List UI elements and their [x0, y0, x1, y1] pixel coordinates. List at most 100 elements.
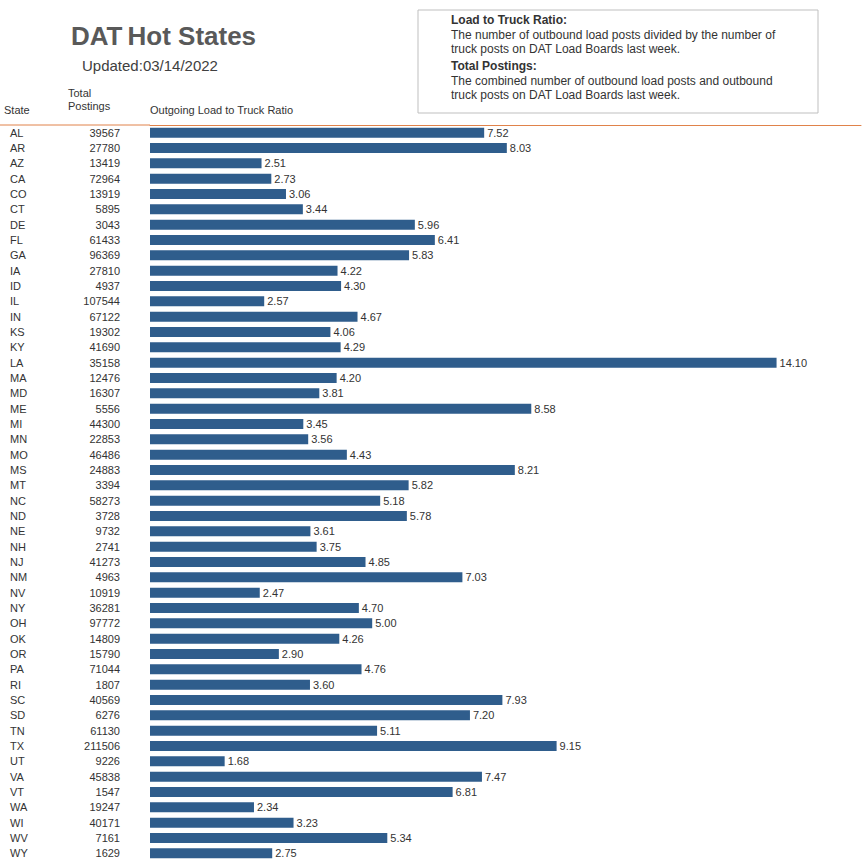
- svg-text:5.78: 5.78: [410, 510, 431, 522]
- svg-text:ME: ME: [10, 403, 27, 415]
- svg-text:MS: MS: [10, 464, 27, 476]
- svg-text:CO: CO: [10, 188, 27, 200]
- svg-text:7.52: 7.52: [487, 127, 508, 139]
- svg-text:ND: ND: [10, 510, 26, 522]
- svg-text:AZ: AZ: [10, 157, 24, 169]
- svg-text:6.81: 6.81: [456, 786, 477, 798]
- svg-text:72964: 72964: [89, 173, 120, 185]
- svg-text:2.75: 2.75: [275, 847, 296, 859]
- svg-text:35158: 35158: [89, 357, 120, 369]
- svg-text:VT: VT: [10, 786, 24, 798]
- svg-text:Hot States: Hot States: [128, 21, 257, 51]
- svg-text:Updated:03/14/2022: Updated:03/14/2022: [82, 57, 218, 74]
- svg-text:KS: KS: [10, 326, 25, 338]
- svg-text:1.68: 1.68: [228, 755, 249, 767]
- svg-text:5.82: 5.82: [412, 479, 433, 491]
- svg-text:2.34: 2.34: [257, 801, 278, 813]
- svg-text:3.60: 3.60: [313, 679, 334, 691]
- svg-text:71044: 71044: [89, 663, 120, 675]
- svg-text:truck posts on DAT Load Boards: truck posts on DAT Load Boards last week…: [451, 88, 680, 102]
- svg-text:2.57: 2.57: [267, 295, 288, 307]
- svg-text:4.20: 4.20: [340, 372, 361, 384]
- svg-text:WA: WA: [10, 801, 28, 813]
- svg-text:4.43: 4.43: [350, 449, 371, 461]
- svg-text:NC: NC: [10, 495, 26, 507]
- svg-text:Outgoing Load to Truck Ratio: Outgoing Load to Truck Ratio: [150, 104, 293, 116]
- svg-text:Total Postings:: Total Postings:: [451, 59, 537, 73]
- svg-text:67122: 67122: [89, 311, 120, 323]
- svg-text:RI: RI: [10, 679, 21, 691]
- svg-text:4.06: 4.06: [333, 326, 354, 338]
- svg-text:TX: TX: [10, 740, 25, 752]
- svg-text:FL: FL: [10, 234, 23, 246]
- svg-text:4.29: 4.29: [344, 341, 365, 353]
- svg-text:24883: 24883: [89, 464, 120, 476]
- svg-text:36281: 36281: [89, 602, 120, 614]
- svg-text:CT: CT: [10, 203, 25, 215]
- svg-text:AL: AL: [10, 127, 23, 139]
- svg-text:41690: 41690: [89, 341, 120, 353]
- svg-text:96369: 96369: [89, 249, 120, 261]
- svg-text:UT: UT: [10, 755, 25, 767]
- svg-text:4.30: 4.30: [344, 280, 365, 292]
- svg-text:MA: MA: [10, 372, 27, 384]
- svg-text:41273: 41273: [89, 556, 120, 568]
- svg-text:22853: 22853: [89, 433, 120, 445]
- svg-text:3.44: 3.44: [306, 203, 327, 215]
- svg-text:7.93: 7.93: [505, 694, 526, 706]
- svg-text:2741: 2741: [96, 541, 120, 553]
- svg-text:7.20: 7.20: [473, 709, 494, 721]
- svg-text:46486: 46486: [89, 449, 120, 461]
- svg-text:VA: VA: [10, 771, 25, 783]
- svg-text:SD: SD: [10, 709, 25, 721]
- svg-text:GA: GA: [10, 249, 27, 261]
- svg-text:IA: IA: [10, 265, 21, 277]
- svg-text:3394: 3394: [96, 479, 120, 491]
- svg-text:State: State: [4, 104, 30, 116]
- svg-text:IL: IL: [10, 295, 19, 307]
- svg-text:4.85: 4.85: [369, 556, 390, 568]
- svg-text:8.21: 8.21: [518, 464, 539, 476]
- svg-text:3.81: 3.81: [322, 387, 343, 399]
- svg-text:The combined number of outboun: The combined number of outbound load pos…: [451, 74, 776, 88]
- svg-text:8.58: 8.58: [534, 403, 555, 415]
- svg-text:3.56: 3.56: [311, 433, 332, 445]
- svg-text:5.96: 5.96: [418, 219, 439, 231]
- svg-text:Load to Truck Ratio:: Load to Truck Ratio:: [451, 13, 567, 27]
- svg-text:5.83: 5.83: [412, 249, 433, 261]
- svg-text:MO: MO: [10, 449, 28, 461]
- svg-text:MI: MI: [10, 418, 22, 430]
- svg-text:MD: MD: [10, 387, 27, 399]
- svg-text:40569: 40569: [89, 694, 120, 706]
- svg-text:Postings: Postings: [68, 100, 111, 112]
- svg-text:3.45: 3.45: [306, 418, 327, 430]
- svg-text:ID: ID: [10, 280, 21, 292]
- svg-text:4.76: 4.76: [365, 663, 386, 675]
- svg-text:1629: 1629: [96, 847, 120, 859]
- svg-text:OK: OK: [10, 633, 27, 645]
- svg-text:NV: NV: [10, 587, 26, 599]
- svg-text:SC: SC: [10, 694, 25, 706]
- svg-text:16307: 16307: [89, 387, 120, 399]
- svg-text:3.06: 3.06: [289, 188, 310, 200]
- svg-text:13919: 13919: [89, 188, 120, 200]
- svg-text:4937: 4937: [96, 280, 120, 292]
- svg-text:NJ: NJ: [10, 556, 23, 568]
- svg-text:14.10: 14.10: [780, 357, 808, 369]
- svg-text:6.41: 6.41: [438, 234, 459, 246]
- svg-text:3.75: 3.75: [320, 541, 341, 553]
- svg-text:2.51: 2.51: [265, 157, 286, 169]
- svg-text:truck posts on DAT Load Boards: truck posts on DAT Load Boards last week…: [451, 42, 680, 56]
- svg-text:5.18: 5.18: [383, 495, 404, 507]
- svg-text:97772: 97772: [89, 617, 120, 629]
- svg-text:19302: 19302: [89, 326, 120, 338]
- svg-text:IN: IN: [10, 311, 21, 323]
- svg-text:5.34: 5.34: [390, 832, 411, 844]
- svg-text:40171: 40171: [89, 817, 120, 829]
- svg-text:3728: 3728: [96, 510, 120, 522]
- svg-text:LA: LA: [10, 357, 24, 369]
- svg-text:3043: 3043: [96, 219, 120, 231]
- svg-text:Total: Total: [68, 87, 94, 99]
- svg-text:13419: 13419: [89, 157, 120, 169]
- svg-text:OH: OH: [10, 617, 27, 629]
